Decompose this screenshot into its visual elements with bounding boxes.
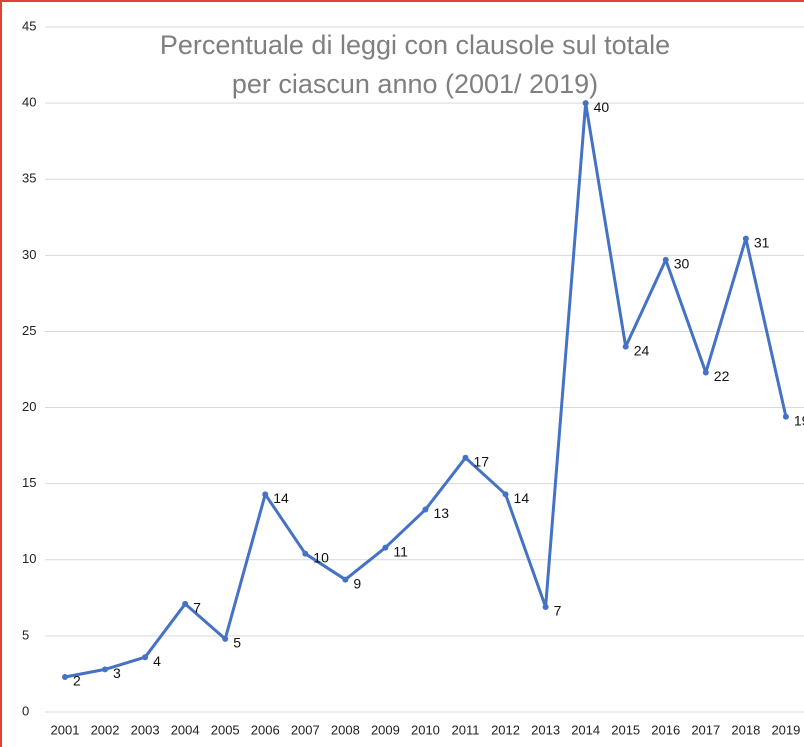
x-tick-label: 2009 — [371, 722, 400, 737]
x-tick-label: 2004 — [171, 722, 200, 737]
y-tick-label: 45 — [22, 18, 36, 33]
data-point — [742, 235, 749, 242]
data-label: 13 — [433, 505, 449, 521]
y-tick-label: 40 — [22, 95, 36, 110]
data-point — [102, 666, 109, 673]
data-point — [262, 491, 269, 498]
data-point — [662, 256, 669, 263]
x-tick-label: 2005 — [211, 722, 240, 737]
data-label: 14 — [514, 490, 530, 506]
data-point — [222, 635, 229, 642]
x-tick-label: 2019 — [771, 722, 800, 737]
data-label: 31 — [754, 234, 770, 250]
data-label: 24 — [634, 342, 650, 358]
data-label: 7 — [554, 603, 562, 619]
data-point — [782, 413, 789, 420]
y-tick-label: 0 — [22, 703, 29, 718]
data-label: 40 — [594, 99, 610, 115]
data-label: 7 — [193, 600, 201, 616]
data-label: 19 — [794, 412, 804, 428]
x-tick-label: 2012 — [491, 722, 520, 737]
data-label: 14 — [273, 490, 289, 506]
data-point — [502, 491, 509, 498]
x-tick-label: 2008 — [331, 722, 360, 737]
data-label: 17 — [474, 453, 490, 469]
data-point — [302, 550, 309, 557]
data-label: 5 — [233, 635, 241, 651]
data-point — [182, 600, 189, 607]
x-tick-label: 2001 — [51, 722, 80, 737]
x-tick-label: 2003 — [131, 722, 160, 737]
data-point — [582, 100, 589, 107]
y-tick-label: 20 — [22, 399, 36, 414]
y-tick-label: 25 — [22, 323, 36, 338]
data-line — [64, 101, 788, 679]
data-label: 3 — [113, 665, 121, 681]
chart-title: Percentuale di leggi con clausole sul to… — [160, 30, 670, 60]
data-label: 2 — [73, 673, 81, 689]
x-tick-label: 2007 — [291, 722, 320, 737]
y-tick-label: 30 — [22, 247, 36, 262]
x-tick-label: 2017 — [691, 722, 720, 737]
y-tick-label: 35 — [22, 171, 36, 186]
data-point — [702, 369, 709, 376]
data-point — [342, 576, 349, 583]
data-point — [422, 506, 429, 513]
data-label: 11 — [393, 543, 408, 559]
data-point — [382, 544, 389, 551]
data-label: 22 — [714, 368, 730, 384]
chart-title: per ciascun anno (2001/ 2019) — [232, 69, 598, 99]
y-tick-label: 15 — [22, 475, 36, 490]
data-label: 4 — [153, 653, 161, 669]
data-label: 9 — [353, 575, 361, 591]
x-tick-label: 2013 — [531, 722, 560, 737]
data-point — [142, 654, 149, 661]
y-tick-label: 10 — [22, 551, 36, 566]
x-tick-label: 2016 — [651, 722, 680, 737]
data-point — [622, 343, 629, 350]
x-tick-label: 2015 — [611, 722, 640, 737]
x-tick-label: 2018 — [731, 722, 760, 737]
data-label: 10 — [313, 549, 329, 565]
data-point — [62, 673, 68, 680]
x-tick-label: 2011 — [452, 722, 480, 737]
data-point — [462, 454, 469, 461]
data-label: 30 — [674, 256, 690, 272]
x-tick-label: 2010 — [411, 722, 440, 737]
x-tick-label: 2006 — [251, 722, 280, 737]
x-tick-label: 2002 — [91, 722, 120, 737]
y-tick-label: 5 — [22, 627, 29, 642]
x-tick-label: 2014 — [571, 722, 600, 737]
data-point — [542, 603, 549, 610]
